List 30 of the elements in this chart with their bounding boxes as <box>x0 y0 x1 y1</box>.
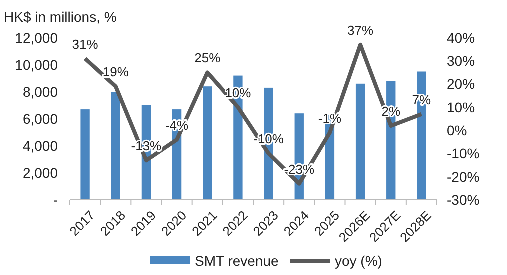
data-label: 19% <box>102 64 130 80</box>
data-label: -4% <box>165 118 190 133</box>
y-tick-label: 12,000 <box>15 30 58 46</box>
data-label: 2% <box>382 104 401 119</box>
bar <box>356 84 366 200</box>
y2-tick-label: 0% <box>447 122 468 138</box>
y2-tick-label: -10% <box>447 146 480 162</box>
y2-tick-label: -20% <box>447 168 480 185</box>
data-label: 31% <box>72 36 99 52</box>
y-tick-label: 8,000 <box>22 84 58 100</box>
data-label: -1% <box>318 110 342 126</box>
bar <box>111 92 120 200</box>
y-tick-label: - <box>53 192 58 208</box>
y2-tick-label: 20% <box>447 76 476 92</box>
y2-tick-label: 40% <box>447 30 476 46</box>
y-tick-label: 4,000 <box>22 138 58 154</box>
data-label: -23% <box>284 162 315 177</box>
legend-label: yoy (%) <box>335 252 382 269</box>
bar <box>80 110 90 200</box>
bar <box>203 86 212 200</box>
data-label: 25% <box>194 50 222 66</box>
y2-tick-label: 30% <box>447 53 476 70</box>
y-tick-label: 6,000 <box>22 110 58 127</box>
y2-tick-label: 10% <box>447 99 476 116</box>
y2-tick-label: -30% <box>447 192 480 208</box>
data-label: 37% <box>348 22 374 38</box>
y-tick-label: 2,000 <box>22 164 58 181</box>
y-tick-label: 10,000 <box>15 56 58 73</box>
y-axis-title: HK$ in millions, % <box>4 9 117 25</box>
legend-label: SMT revenue <box>195 252 279 269</box>
